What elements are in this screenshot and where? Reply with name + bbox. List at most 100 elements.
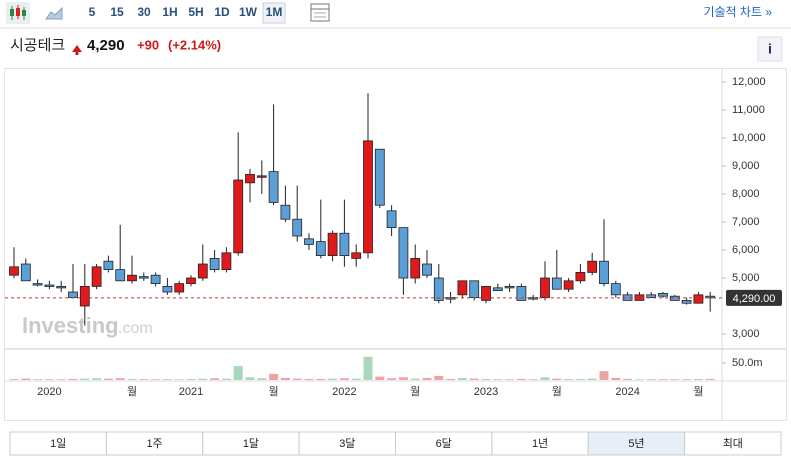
candle-body <box>433 277 444 301</box>
volume-bar <box>422 377 432 380</box>
candle-body <box>9 266 19 276</box>
candle-body <box>339 232 350 257</box>
candle-body <box>162 286 173 293</box>
candle-body <box>551 277 562 290</box>
interval-button[interactable]: 5 <box>89 5 96 19</box>
range-label: 6달 <box>436 437 452 450</box>
range-label: 1년 <box>532 437 548 450</box>
volume-bar <box>162 379 172 380</box>
volume-bar <box>280 377 290 380</box>
volume-bar <box>127 378 137 380</box>
volume-bar <box>198 378 208 380</box>
x-tick-label: 월 <box>693 385 703 398</box>
candle-body <box>245 174 255 184</box>
candle-body <box>186 277 196 285</box>
volume-bar <box>599 371 609 380</box>
candle-body <box>127 274 137 282</box>
candle-body <box>587 260 598 273</box>
volume-bar <box>339 378 349 380</box>
x-tick-label: 월 <box>127 385 137 398</box>
candle-body <box>256 175 267 178</box>
candle-body <box>32 283 43 286</box>
y-tick-label: 7,000 <box>732 216 760 228</box>
candle-body <box>79 286 90 307</box>
table-icon[interactable] <box>310 3 330 22</box>
volume-bar <box>564 378 574 380</box>
x-tick-label: 월 <box>410 385 420 398</box>
last-price-box <box>726 289 782 306</box>
volume-bar <box>92 378 102 380</box>
x-tick-label: 2023 <box>474 386 498 398</box>
candle-body <box>398 227 409 279</box>
icon-body <box>16 8 20 16</box>
selected-interval <box>262 2 286 24</box>
icon-body <box>22 10 26 16</box>
volume-bar <box>634 379 644 380</box>
volume-bar <box>434 375 444 380</box>
y-tick-label: 5,000 <box>732 272 760 284</box>
volume-bar <box>540 377 550 380</box>
candle-body <box>492 287 503 292</box>
area-icon[interactable] <box>45 6 63 20</box>
technical-chart-link[interactable]: 기술적 차트 » <box>703 5 772 19</box>
candle-body <box>20 263 31 282</box>
volume-bar <box>103 378 113 380</box>
range-label: 1일 <box>50 436 66 450</box>
candle-body <box>575 272 586 282</box>
range-button[interactable] <box>684 431 782 456</box>
volume-bar <box>670 379 680 380</box>
interval-button[interactable]: 1H <box>162 5 177 19</box>
candle-body <box>481 286 491 301</box>
volume-bar <box>387 378 397 380</box>
volume-bar <box>398 377 408 380</box>
candle-body <box>599 260 609 285</box>
volume-bar <box>552 378 562 380</box>
x-tick-label: 월 <box>552 385 562 398</box>
volume-bar <box>351 378 361 380</box>
volume-bar <box>505 379 515 380</box>
volume-bar <box>457 377 467 380</box>
volume-bar <box>257 378 267 380</box>
y-tick-label: 10,000 <box>732 132 766 144</box>
candle-body <box>374 148 385 206</box>
candle-body <box>422 263 432 276</box>
interval-button[interactable]: 1D <box>214 5 230 19</box>
x-tick-label: 2022 <box>332 386 356 398</box>
volume-bar <box>375 376 385 380</box>
interval-button[interactable]: 1M <box>266 5 283 19</box>
candle-body <box>563 280 574 290</box>
volume-bar <box>21 378 31 380</box>
volume-bar <box>292 378 302 380</box>
volume-bar <box>304 378 314 380</box>
watermark-brand: Investing <box>22 313 119 338</box>
interval-buttons: 5 15 30 1H 5H 1D 1W 1M <box>89 2 286 24</box>
candle-body <box>646 294 657 299</box>
volume-bar <box>682 379 692 380</box>
volume-bar <box>328 378 338 380</box>
volume-tick-label: 50.0m <box>732 357 763 369</box>
volume-bar <box>186 378 196 380</box>
range-label: 5년 <box>628 437 644 450</box>
interval-button[interactable]: 5H <box>188 5 203 19</box>
volume-bar <box>705 378 715 380</box>
candle-body <box>693 294 704 304</box>
volume-bar <box>528 379 538 380</box>
x-tick-label: 2024 <box>615 386 639 398</box>
candle-body <box>304 238 314 245</box>
volume-bar <box>269 373 279 380</box>
info-button[interactable] <box>757 36 783 62</box>
volume-bar <box>611 377 621 380</box>
up-arrow <box>72 45 82 55</box>
volume-bar <box>233 366 243 380</box>
interval-button[interactable]: 30 <box>137 5 151 19</box>
toolbar-icons <box>6 2 330 24</box>
range-buttons: 1일 1주 1달 3달 6달 1년 5년 최대 <box>9 431 782 456</box>
interval-button[interactable]: 15 <box>110 5 124 19</box>
candle-body <box>516 286 527 301</box>
candle-body <box>469 280 480 299</box>
candle-body <box>138 276 149 279</box>
candle-body <box>115 269 126 282</box>
candle-body <box>386 210 397 229</box>
interval-button[interactable]: 1W <box>239 5 258 19</box>
volume-bar <box>221 378 231 380</box>
